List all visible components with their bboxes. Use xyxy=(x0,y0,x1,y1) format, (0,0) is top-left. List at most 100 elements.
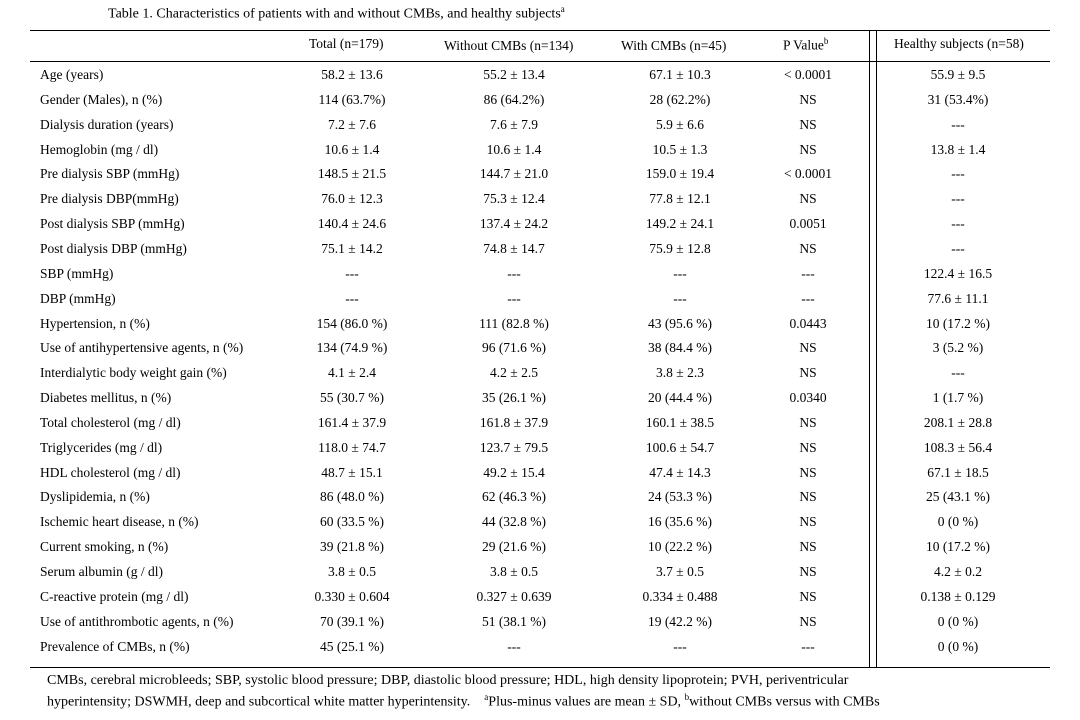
cell-total: 86 (48.0 %) xyxy=(319,489,385,504)
cell-with: 38 (84.4 %) xyxy=(647,340,713,355)
cell-with: 20 (44.4 %) xyxy=(647,390,713,405)
cell-p: < 0.0001 xyxy=(783,166,833,181)
cell-without: 0.327 ± 0.639 xyxy=(476,589,552,604)
header-healthy-subjects: Healthy subjects (n=58) xyxy=(894,36,1024,51)
cell-without: 4.2 ± 2.5 xyxy=(490,365,538,380)
cell-with: 10 (22.2 %) xyxy=(647,539,713,554)
cell-total: 140.4 ± 24.6 xyxy=(317,216,387,231)
cell-p: NS xyxy=(799,117,817,132)
cell-total: 58.2 ± 13.6 xyxy=(321,67,383,82)
cell-without: --- xyxy=(507,639,521,654)
cell-without: 55.2 ± 13.4 xyxy=(483,67,545,82)
cell-p: NS xyxy=(799,614,817,629)
cell-without: 137.4 ± 24.2 xyxy=(479,216,549,231)
cell-total: 45 (25.1 %) xyxy=(319,639,385,654)
cell-with: 28 (62.2%) xyxy=(649,92,711,107)
row-label: SBP (mmHg) xyxy=(40,266,114,281)
cell-healthy: 13.8 ± 1.4 xyxy=(930,142,986,157)
divider-line-left xyxy=(869,30,870,667)
cell-healthy: 55.9 ± 9.5 xyxy=(930,67,986,82)
cell-healthy: 77.6 ± 11.1 xyxy=(927,291,989,306)
cell-without: 10.6 ± 1.4 xyxy=(486,142,542,157)
cell-healthy: --- xyxy=(951,365,965,380)
cell-healthy: 208.1 ± 28.8 xyxy=(923,415,993,430)
cell-p: NS xyxy=(799,514,817,529)
cell-with: 100.6 ± 54.7 xyxy=(645,440,715,455)
cell-total: 154 (86.0 %) xyxy=(316,316,388,331)
cell-with: 77.8 ± 12.1 xyxy=(649,191,711,206)
cell-healthy: 10 (17.2 %) xyxy=(925,316,991,331)
top-rule xyxy=(30,30,1050,31)
row-label: Total cholesterol (mg / dl) xyxy=(40,415,181,430)
cell-total: 4.1 ± 2.4 xyxy=(328,365,376,380)
cell-with: 75.9 ± 12.8 xyxy=(649,241,711,256)
cell-without: 86 (64.2%) xyxy=(483,92,545,107)
cell-total: 60 (33.5 %) xyxy=(319,514,385,529)
cell-with: 24 (53.3 %) xyxy=(647,489,713,504)
cell-without: 49.2 ± 15.4 xyxy=(483,465,545,480)
cell-with: 43 (95.6 %) xyxy=(647,316,713,331)
cell-healthy: 0 (0 %) xyxy=(937,514,979,529)
cell-p: NS xyxy=(799,415,817,430)
row-label: Prevalence of CMBs, n (%) xyxy=(40,639,190,654)
footnote-comparison: without CMBs versus with CMBs xyxy=(689,694,880,710)
cell-healthy: --- xyxy=(951,216,965,231)
caption-text: Table 1. Characteristics of patients wit… xyxy=(108,6,561,22)
row-label: Use of antihypertensive agents, n (%) xyxy=(40,340,244,355)
cell-without: 35 (26.1 %) xyxy=(481,390,547,405)
cell-without: 74.8 ± 14.7 xyxy=(483,241,545,256)
row-label: Diabetes mellitus, n (%) xyxy=(40,390,172,405)
cell-p: NS xyxy=(799,489,817,504)
bottom-rule xyxy=(30,667,1050,668)
cell-with: 47.4 ± 14.3 xyxy=(649,465,711,480)
cell-without: --- xyxy=(507,291,521,306)
cell-without: 161.8 ± 37.9 xyxy=(479,415,549,430)
cell-without: 75.3 ± 12.4 xyxy=(483,191,545,206)
cell-total: --- xyxy=(345,291,359,306)
cell-p: 0.0051 xyxy=(789,216,827,231)
row-label: Hemoglobin (mg / dl) xyxy=(40,142,159,157)
cell-with: 3.7 ± 0.5 xyxy=(656,564,704,579)
cell-healthy: --- xyxy=(951,117,965,132)
cell-p: --- xyxy=(801,266,815,281)
header-without-cmbs: Without CMBs (n=134) xyxy=(444,38,574,53)
row-label: Dialysis duration (years) xyxy=(40,117,174,132)
row-label: Dyslipidemia, n (%) xyxy=(40,489,150,504)
cell-healthy: 3 (5.2 %) xyxy=(932,340,984,355)
footnote-sup-a: a xyxy=(484,692,489,702)
cell-with: 10.5 ± 1.3 xyxy=(652,142,708,157)
row-label: DBP (mmHg) xyxy=(40,291,116,306)
row-label: Gender (Males), n (%) xyxy=(40,92,163,107)
cell-without: 144.7 ± 21.0 xyxy=(479,166,549,181)
header-p-value-superscript: b xyxy=(823,36,829,46)
cell-p: NS xyxy=(799,241,817,256)
cell-healthy: --- xyxy=(951,191,965,206)
divider-line-right xyxy=(876,30,877,667)
cell-total: 70 (39.1 %) xyxy=(319,614,385,629)
footnote-sup-b: b xyxy=(684,692,690,702)
row-label: Interdialytic body weight gain (%) xyxy=(40,365,227,380)
cell-healthy: 0.138 ± 0.129 xyxy=(920,589,996,604)
row-label: Post dialysis SBP (mmHg) xyxy=(40,216,185,231)
cell-p: < 0.0001 xyxy=(783,67,833,82)
cell-total: 39 (21.8 %) xyxy=(319,539,385,554)
row-label: Age (years) xyxy=(40,67,104,82)
cell-p: NS xyxy=(799,440,817,455)
cell-p: 0.0443 xyxy=(789,316,827,331)
cell-p: NS xyxy=(799,465,817,480)
cell-total: 118.0 ± 74.7 xyxy=(318,440,386,455)
cell-p: NS xyxy=(799,365,817,380)
cell-p: --- xyxy=(801,639,815,654)
cell-with: --- xyxy=(673,291,687,306)
header-with-cmbs: With CMBs (n=45) xyxy=(621,38,727,53)
cell-with: 160.1 ± 38.5 xyxy=(645,415,715,430)
header-total: Total (n=179) xyxy=(309,36,384,51)
cell-total: 10.6 ± 1.4 xyxy=(324,142,380,157)
cell-healthy: 4.2 ± 0.2 xyxy=(934,564,982,579)
header-rule xyxy=(30,61,1050,62)
footnote-line-2: hyperintensity; DSWMH, deep and subcorti… xyxy=(47,692,880,711)
cell-without: 96 (71.6 %) xyxy=(481,340,547,355)
cell-total: 7.2 ± 7.6 xyxy=(328,117,376,132)
cell-p: NS xyxy=(799,142,817,157)
row-label: Serum albumin (g / dl) xyxy=(40,564,163,579)
